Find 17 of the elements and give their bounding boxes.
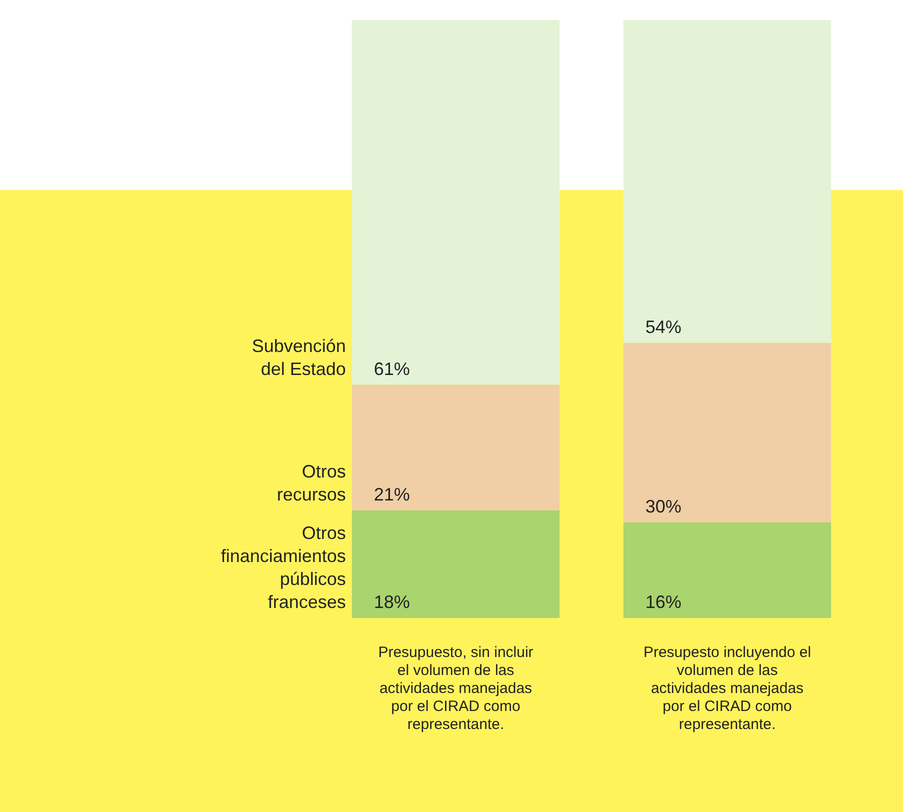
data-label: 30% — [645, 496, 682, 516]
data-label: 18% — [374, 592, 410, 612]
bar — [352, 384, 560, 510]
bar — [352, 510, 560, 618]
data-label: 54% — [645, 316, 682, 337]
x-tick-label: Presupuesto, sin incluir el volumen de las actividades manejadas por el CIRAD como representante. — [378, 644, 534, 734]
series-label: Otros recursos — [276, 461, 346, 504]
bar — [623, 20, 832, 343]
series-label: Otros financiamientos públicos franceses — [220, 523, 346, 612]
data-label: 21% — [374, 484, 410, 504]
series-label: Subvención del Estado — [252, 336, 346, 379]
bar — [623, 522, 832, 618]
data-label: 61% — [374, 358, 410, 379]
data-label: 16% — [645, 592, 682, 612]
bar — [623, 342, 832, 522]
x-tick-label: Presupesto incluyendo el volumen de las actividades manejadas por el CIRAD como representante. — [643, 644, 812, 734]
bar — [352, 20, 560, 385]
